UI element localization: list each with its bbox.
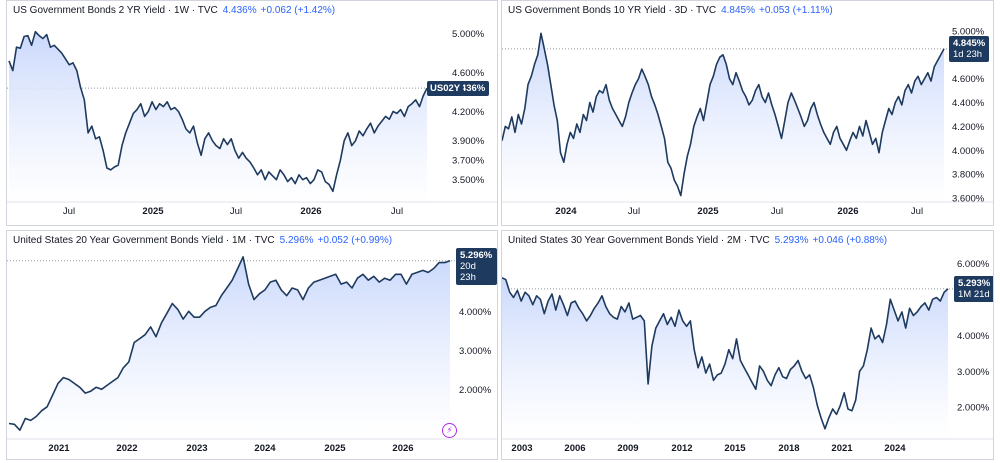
x-tick-label: 2025 bbox=[142, 206, 164, 217]
x-tick-label: Jul bbox=[63, 206, 75, 217]
y-tick-label: 3.900% bbox=[452, 136, 485, 147]
series-line bbox=[8, 256, 451, 431]
y-tick-label: 4.200% bbox=[452, 107, 485, 118]
x-tick-label: 2021 bbox=[48, 443, 70, 454]
lightning-icon[interactable]: ⚡ bbox=[442, 423, 457, 438]
x-tick-label: 2006 bbox=[564, 443, 585, 454]
badge-price: 4.845% bbox=[953, 37, 986, 49]
badge-countdown: 1d 23h bbox=[953, 48, 983, 60]
y-tick-label: 4.000% bbox=[952, 146, 985, 157]
y-tick-label: 4.600% bbox=[952, 74, 985, 85]
series-area bbox=[502, 33, 944, 204]
series-area bbox=[9, 31, 427, 205]
change-value: +0.052 (+0.99%) bbox=[317, 235, 393, 246]
chart-panel-10yr[interactable]: 5.000%4.800%4.600%4.400%4.200%4.000%3.80… bbox=[501, 0, 994, 226]
y-tick-label: 3.600% bbox=[952, 194, 985, 205]
x-tick-label: Jul bbox=[628, 206, 640, 217]
last-price-badge: 5.296% 20d 23h bbox=[456, 247, 497, 285]
y-tick-label: 4.600% bbox=[452, 68, 485, 79]
chart-svg[interactable]: 6.000% 4.000% 3.000% 2.000% 2003 2006 2009 2012… bbox=[502, 231, 993, 459]
x-tick-label: 2022 bbox=[116, 443, 137, 454]
y-tick-label: 3.000% bbox=[459, 346, 492, 357]
x-tick-label: Jul bbox=[771, 206, 783, 217]
x-tick-label: 2012 bbox=[671, 443, 692, 454]
y-tick-label: 4.200% bbox=[952, 122, 985, 133]
change-value: +0.053 (+1.11%) bbox=[758, 5, 833, 16]
symbol-title: United States 20 Year Government Bonds Y… bbox=[13, 235, 275, 246]
chart-panel-30yr[interactable]: 6.000% 4.000% 3.000% 2.000% 2003 2006 2009 2012… bbox=[501, 230, 994, 460]
x-tick-label: Jul bbox=[230, 206, 242, 217]
chart-legend: US Government Bonds 2 YR Yield · 1W · TV… bbox=[13, 5, 335, 16]
chart-legend: United States 30 Year Government Bonds Y… bbox=[508, 235, 887, 246]
x-tick-label: 2018 bbox=[778, 443, 799, 454]
badge-price: 5.296% bbox=[460, 249, 493, 261]
y-tick-label: 5.000% bbox=[952, 26, 985, 37]
last-value: 5.293% bbox=[774, 235, 809, 246]
symbol-tag: US02Y bbox=[427, 81, 464, 97]
y-tick-label: 2.000% bbox=[957, 403, 990, 414]
x-tick-label: 2024 bbox=[555, 206, 577, 217]
y-tick-label: 4.000% bbox=[459, 307, 492, 318]
series-line bbox=[502, 277, 949, 430]
series-area bbox=[502, 277, 948, 436]
y-tick-label: 3.500% bbox=[452, 175, 485, 186]
y-tick-label: 3.800% bbox=[952, 170, 985, 181]
y-tick-label: 4.400% bbox=[952, 98, 985, 109]
x-tick-label: 2025 bbox=[697, 206, 719, 217]
x-tick-label: Jul bbox=[911, 206, 923, 217]
x-tick-label: 2024 bbox=[254, 443, 276, 454]
chart-panel-20yr[interactable]: 4.000% 3.000% 2.000% 2021 2022 2023 2024 2025 20… bbox=[6, 230, 498, 460]
series-line bbox=[8, 30, 428, 193]
chart-svg[interactable]: 5.000%4.800%4.600%4.400%4.200%4.000%3.80… bbox=[502, 1, 993, 225]
last-value: 4.845% bbox=[721, 5, 755, 16]
symbol-title: US Government Bonds 10 YR Yield · 3D · T… bbox=[508, 5, 717, 16]
x-tick-label: 2015 bbox=[724, 443, 746, 454]
last-value: 4.436% bbox=[222, 5, 257, 16]
last-price-badge: 4.845% 1d 23h bbox=[949, 35, 990, 62]
x-tick-label: Jul bbox=[391, 206, 403, 217]
y-tick-label: 3.000% bbox=[957, 367, 990, 378]
x-tick-label: 2023 bbox=[186, 443, 207, 454]
symbol-title: US Government Bonds 2 YR Yield · 1W · TV… bbox=[13, 5, 218, 16]
series-line bbox=[502, 32, 945, 197]
x-tick-label: 2026 bbox=[837, 206, 858, 217]
y-tick-label: 6.000% bbox=[957, 259, 990, 270]
badge-price: 5.293% bbox=[958, 277, 991, 289]
chart-panel-2yr[interactable]: 5.000% 4.600% 4.200% 3.900% 3.700% 3.500% Jul 2… bbox=[6, 0, 498, 226]
y-tick-label: 3.700% bbox=[452, 156, 485, 167]
x-tick-label: 2026 bbox=[392, 443, 413, 454]
badge-countdown: 20d 23h bbox=[460, 260, 476, 283]
chart-svg[interactable]: 4.000% 3.000% 2.000% 2021 2022 2023 2024 2025 20… bbox=[7, 231, 497, 459]
series-area bbox=[9, 256, 450, 436]
chart-legend: United States 20 Year Government Bonds Y… bbox=[13, 235, 392, 246]
badge-price: 4.436% bbox=[453, 83, 486, 95]
y-tick-label: 2.000% bbox=[459, 385, 492, 396]
change-value: +0.062 (+1.42%) bbox=[260, 5, 336, 16]
badge-countdown: 1M 21d bbox=[958, 288, 990, 300]
change-value: +0.046 (+0.88%) bbox=[812, 235, 888, 246]
x-tick-label: 2009 bbox=[617, 443, 638, 454]
chart-legend: US Government Bonds 10 YR Yield · 3D · T… bbox=[508, 5, 833, 16]
x-tick-label: 2026 bbox=[300, 206, 321, 217]
x-tick-label: 2021 bbox=[831, 443, 853, 454]
x-tick-label: 2025 bbox=[324, 443, 346, 454]
y-tick-label: 4.000% bbox=[957, 331, 990, 342]
x-tick-label: 2003 bbox=[511, 443, 532, 454]
x-tick-label: 2024 bbox=[884, 443, 906, 454]
last-price-badge: 5.293% 1M 21d bbox=[954, 275, 993, 302]
last-value: 5.296% bbox=[279, 235, 314, 246]
chart-svg[interactable]: 5.000% 4.600% 4.200% 3.900% 3.700% 3.500% Jul 2… bbox=[7, 1, 497, 225]
symbol-title: United States 30 Year Government Bonds Y… bbox=[508, 235, 770, 246]
y-tick-label: 5.000% bbox=[452, 29, 485, 40]
